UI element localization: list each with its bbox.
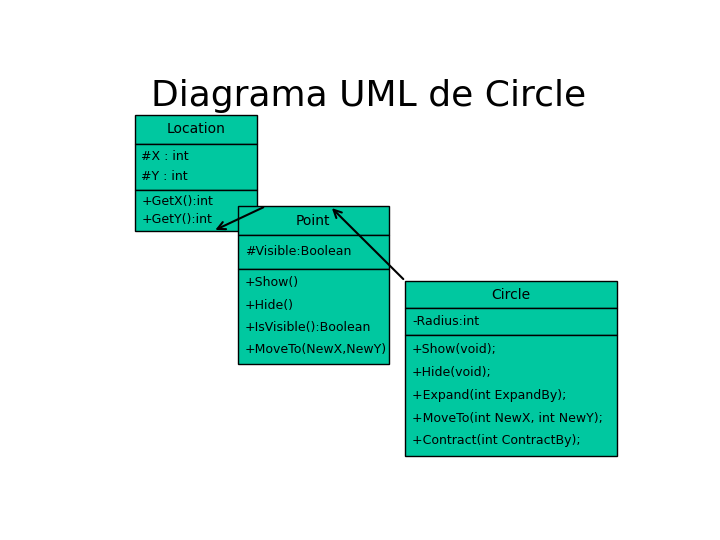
Text: -Radius:int: -Radius:int — [412, 315, 479, 328]
Bar — [135, 114, 258, 144]
Bar — [238, 268, 389, 364]
Text: +Hide(void);: +Hide(void); — [412, 366, 492, 379]
Text: Point: Point — [296, 214, 330, 228]
Text: +Hide(): +Hide() — [245, 299, 294, 312]
Text: #X : int: #X : int — [141, 150, 189, 163]
Text: Circle: Circle — [492, 287, 531, 301]
Bar — [405, 281, 617, 308]
Text: Location: Location — [166, 122, 225, 136]
Bar — [405, 308, 617, 335]
Text: +IsVisible():Boolean: +IsVisible():Boolean — [245, 321, 371, 334]
Bar — [238, 235, 389, 268]
Text: +Show(void);: +Show(void); — [412, 343, 497, 356]
Text: #Y : int: #Y : int — [141, 170, 188, 183]
Text: +Expand(int ExpandBy);: +Expand(int ExpandBy); — [412, 389, 567, 402]
Text: +GetX():int: +GetX():int — [141, 195, 213, 208]
Text: +MoveTo(NewX,NewY): +MoveTo(NewX,NewY) — [245, 343, 387, 356]
Bar — [405, 335, 617, 456]
Text: +Contract(int ContractBy);: +Contract(int ContractBy); — [412, 434, 580, 447]
Bar — [238, 206, 389, 235]
Bar — [135, 190, 258, 231]
Bar — [135, 144, 258, 190]
Text: Diagrama UML de Circle: Diagrama UML de Circle — [151, 79, 587, 113]
Text: +Show(): +Show() — [245, 276, 299, 289]
Text: +MoveTo(int NewX, int NewY);: +MoveTo(int NewX, int NewY); — [412, 411, 603, 424]
Text: +GetY():int: +GetY():int — [141, 213, 212, 226]
Text: #Visible:Boolean: #Visible:Boolean — [245, 245, 351, 259]
